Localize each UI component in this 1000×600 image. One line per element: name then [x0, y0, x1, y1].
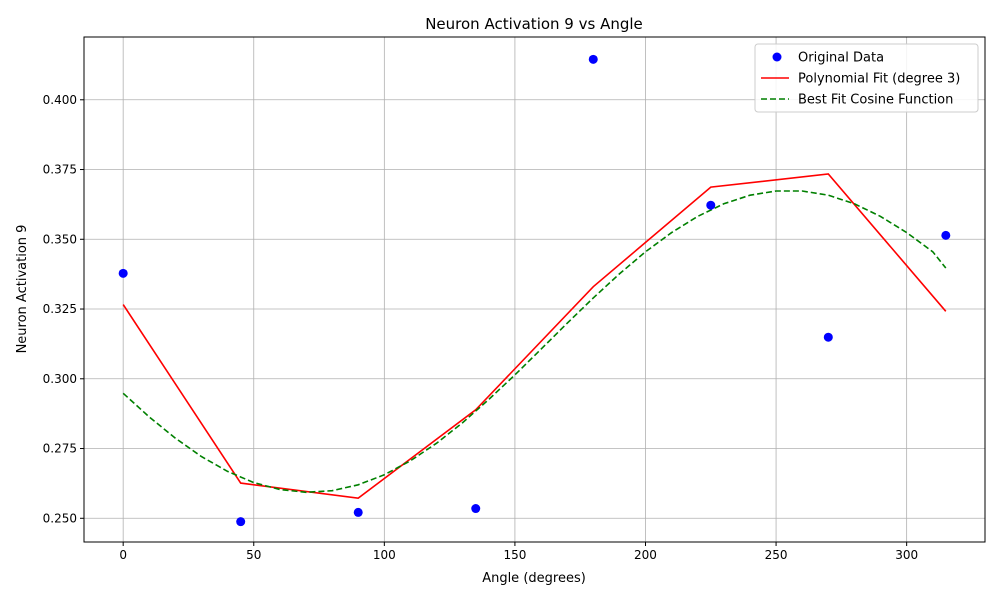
x-axis-label: Angle (degrees) [482, 571, 586, 586]
x-tick-label: 150 [503, 548, 526, 562]
series-line-1 [122, 173, 947, 500]
y-axis: 0.250 0.275 0.300 0.325 0.350 0.375 0.400 [43, 93, 84, 525]
data-point [236, 517, 246, 527]
data-point [471, 504, 481, 514]
legend-label: Best Fit Cosine Function [798, 93, 953, 108]
data-point [588, 54, 598, 64]
series-line-2 [122, 190, 947, 494]
x-tick-label: 200 [634, 548, 657, 562]
data-point [823, 332, 833, 342]
x-tick-label: 50 [246, 548, 261, 562]
legend-label: Polynomial Fit (degree 3) [798, 72, 960, 87]
x-tick-label: 300 [895, 548, 918, 562]
y-tick-label: 0.350 [43, 232, 77, 246]
data-point [941, 230, 951, 240]
data-point [353, 507, 363, 517]
grid [84, 37, 985, 542]
legend-marker [772, 52, 782, 62]
series-layer [118, 54, 951, 527]
plot-area [84, 37, 985, 542]
x-axis: 0 50 100 150 200 250 300 [119, 542, 918, 562]
y-axis-label: Neuron Activation 9 [15, 225, 30, 354]
data-point [118, 268, 128, 278]
y-tick-label: 0.275 [43, 442, 77, 456]
chart-title: Neuron Activation 9 vs Angle [425, 15, 643, 33]
x-tick-label: 100 [373, 548, 396, 562]
legend: Original Data Polynomial Fit (degree 3) Be… [754, 43, 979, 113]
legend-box [754, 43, 979, 113]
y-tick-label: 0.325 [43, 302, 77, 316]
y-tick-label: 0.400 [43, 93, 77, 107]
legend-label: Original Data [798, 51, 884, 66]
y-tick-label: 0.375 [43, 163, 77, 177]
y-tick-label: 0.300 [43, 372, 77, 386]
x-tick-label: 250 [765, 548, 788, 562]
data-point [706, 200, 716, 210]
y-tick-label: 0.250 [43, 511, 77, 525]
x-tick-label: 0 [119, 548, 127, 562]
plot-frame [83, 36, 986, 543]
